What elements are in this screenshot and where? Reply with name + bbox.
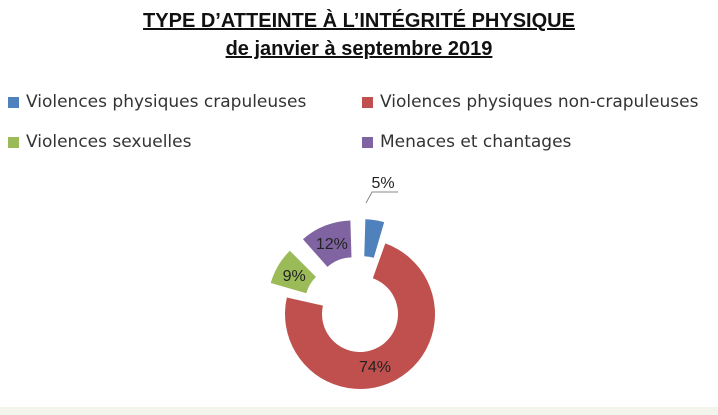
donut-slice-1 — [285, 243, 435, 389]
legend-swatch — [8, 96, 19, 108]
donut-slice-0 — [364, 219, 385, 258]
chart-title: TYPE D’ATTEINTE À L’INTÉGRITÉ PHYSIQUE — [143, 10, 575, 32]
legend-item-sexuelles: Violences sexuelles — [8, 132, 191, 152]
legend-swatch — [362, 136, 373, 148]
legend-label: Menaces et chantages — [380, 132, 572, 152]
data-label-2: 9% — [283, 268, 306, 285]
legend-item-crapuleuses: Violences physiques crapuleuses — [8, 92, 306, 112]
legend-swatch — [8, 136, 19, 148]
chart-subtitle: de janvier à septembre 2019 — [225, 38, 493, 60]
legend-label: Violences physiques crapuleuses — [26, 92, 307, 112]
leader-line — [365, 191, 398, 204]
legend-label: Violences sexuelles — [26, 132, 192, 152]
legend-item-non-crapuleuses: Violences physiques non-crapuleuses — [362, 92, 698, 112]
data-label-3: 12% — [316, 236, 348, 253]
donut-slice-2 — [270, 250, 316, 294]
footer-strip — [0, 407, 718, 415]
data-label-0: 5% — [371, 175, 394, 192]
donut-slice-3 — [302, 220, 352, 267]
legend-item-menaces: Menaces et chantages — [362, 132, 571, 152]
legend-swatch — [362, 96, 373, 108]
data-label-1: 74% — [359, 359, 391, 376]
legend-label: Violences physiques non-crapuleuses — [380, 92, 699, 112]
